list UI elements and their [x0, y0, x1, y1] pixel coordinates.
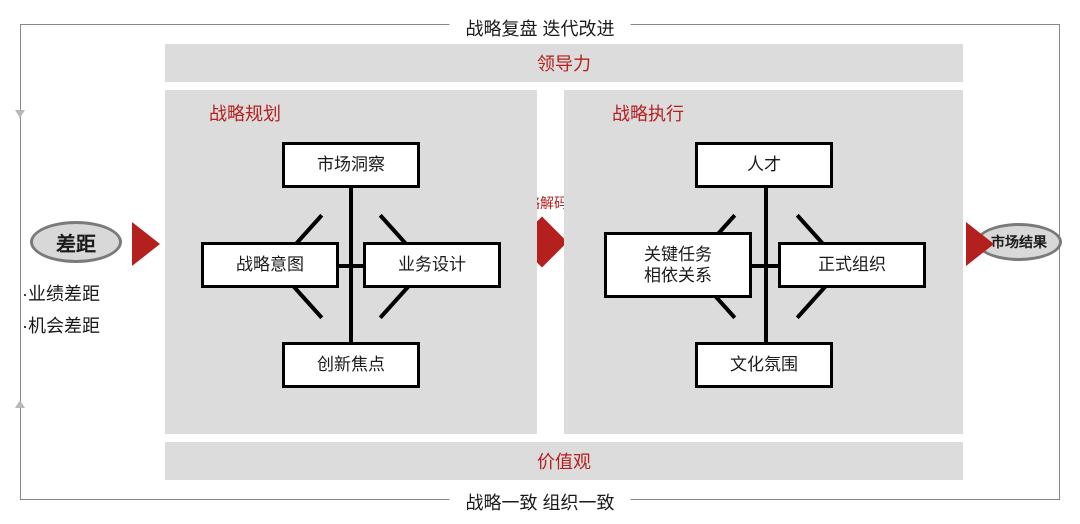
- planning-cluster: 市场洞察 战略意图 业务设计 创新焦点: [165, 90, 537, 434]
- bullet-2: ·机会差距: [22, 310, 100, 342]
- leadership-band: 领导力: [165, 44, 963, 82]
- execution-panel: 战略执行 人才 关键任务 相依关系 正式组织 文化氛围: [564, 90, 963, 434]
- bullet-1: ·业绩差距: [22, 278, 100, 310]
- market-result-label: 市场结果: [991, 232, 1047, 252]
- caption-top: 战略复盘 迭代改进: [449, 15, 630, 41]
- caption-bottom: 战略一致 组织一致: [449, 489, 630, 515]
- flow-arrow-icon: [966, 222, 994, 266]
- box-culture: 文化氛围: [695, 342, 833, 388]
- feedback-arrow-icon: [15, 110, 25, 118]
- box-strategic-intent: 战略意图: [201, 242, 339, 288]
- work-area: 领导力 价值观 战略规划 市场洞察 战略意图 业务设计 创新焦点 战略执行: [165, 44, 963, 480]
- gap-label: 差距: [56, 228, 96, 257]
- box-talent: 人才: [695, 142, 833, 188]
- leadership-label: 领导力: [537, 50, 591, 76]
- execution-cluster: 人才 关键任务 相依关系 正式组织 文化氛围: [564, 90, 963, 434]
- flow-arrow-icon: [132, 222, 160, 266]
- box-business-design: 业务设计: [363, 242, 501, 288]
- feedback-arrow-icon: [15, 400, 25, 408]
- values-band: 价值观: [165, 442, 963, 480]
- values-label: 价值观: [537, 448, 591, 474]
- gap-node: 差距: [30, 221, 122, 263]
- box-innovation-focus: 创新焦点: [282, 342, 420, 388]
- box-formal-org: 正式组织: [778, 242, 926, 288]
- box-key-tasks: 关键任务 相依关系: [604, 232, 752, 298]
- box-market-insight: 市场洞察: [282, 142, 420, 188]
- planning-panel: 战略规划 市场洞察 战略意图 业务设计 创新焦点: [165, 90, 537, 434]
- gap-bullets: ·业绩差距 ·机会差距: [22, 278, 100, 343]
